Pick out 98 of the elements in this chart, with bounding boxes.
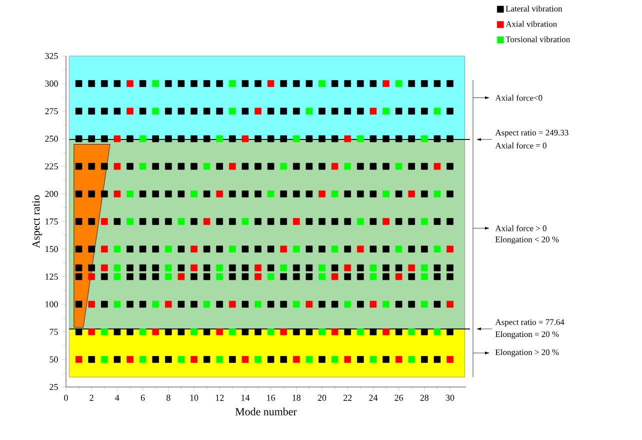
x-tick-label: 18 bbox=[292, 394, 301, 401]
point bbox=[242, 356, 249, 363]
point bbox=[446, 356, 454, 363]
x-tick-label: 4 bbox=[115, 394, 120, 401]
y-tick-label: 175 bbox=[46, 218, 58, 225]
y-tick-label: 300 bbox=[45, 80, 58, 87]
point bbox=[190, 264, 198, 272]
x-tick-label: 30 bbox=[446, 394, 454, 401]
point bbox=[357, 246, 364, 252]
x-tick-label: 26 bbox=[394, 394, 404, 401]
y-tick-label: 275 bbox=[45, 108, 58, 114]
y-tick-label: 125 bbox=[46, 274, 58, 280]
point bbox=[229, 300, 236, 308]
y-tick-label: 150 bbox=[46, 246, 58, 252]
point bbox=[88, 328, 95, 336]
text: Elongation = 20 % bbox=[495, 331, 559, 339]
text: Elongation < 20 % bbox=[495, 236, 559, 244]
x-tick-label: 8 bbox=[166, 394, 170, 401]
x-tick-label: 22 bbox=[344, 394, 352, 401]
point bbox=[331, 328, 338, 336]
point bbox=[178, 273, 185, 280]
x-tick-label: 10 bbox=[190, 394, 198, 401]
point bbox=[216, 190, 223, 198]
y-tick-label: 250 bbox=[45, 136, 58, 142]
point bbox=[126, 108, 134, 115]
y-axis-title: Aspect ratio bbox=[32, 195, 42, 248]
point bbox=[101, 246, 108, 252]
band-label: Axial force > 0 bbox=[495, 225, 546, 232]
point bbox=[114, 162, 121, 170]
y-tick-label: 25 bbox=[50, 384, 58, 390]
point bbox=[203, 218, 210, 225]
point bbox=[382, 328, 390, 336]
point bbox=[75, 356, 82, 363]
point bbox=[101, 264, 108, 272]
point bbox=[344, 356, 351, 363]
point bbox=[280, 246, 287, 252]
x-tick-label: 14 bbox=[242, 394, 250, 401]
y-tick-label: 75 bbox=[50, 328, 58, 335]
point bbox=[344, 135, 351, 142]
x-tick-label: 16 bbox=[267, 394, 276, 401]
x-tick-label: 2 bbox=[90, 394, 94, 401]
point bbox=[88, 300, 95, 308]
point bbox=[267, 80, 274, 87]
point bbox=[395, 356, 402, 363]
legend-label: Lateral vibration bbox=[506, 6, 562, 12]
point bbox=[254, 273, 262, 280]
point bbox=[126, 80, 134, 87]
x-axis-title: Mode number bbox=[235, 408, 297, 416]
ref-line-label: Aspect ratio = 249.33 bbox=[495, 130, 568, 138]
point bbox=[254, 108, 262, 115]
x-tick-label: 12 bbox=[216, 394, 224, 401]
x-tick-label: 0 bbox=[64, 394, 68, 401]
text: Axial force = 0 bbox=[495, 142, 546, 149]
point bbox=[293, 218, 300, 225]
point bbox=[190, 246, 198, 252]
y-tick-label: 225 bbox=[45, 163, 58, 170]
point bbox=[318, 190, 326, 198]
point bbox=[408, 190, 415, 198]
point bbox=[254, 264, 262, 272]
legend-label: Torsional vibration bbox=[506, 36, 570, 42]
point bbox=[101, 218, 108, 225]
point bbox=[216, 328, 223, 336]
point bbox=[344, 264, 351, 272]
band-label: Elongation > 20 % bbox=[495, 349, 559, 357]
point bbox=[242, 135, 249, 142]
x-tick-label: 24 bbox=[369, 394, 378, 401]
point bbox=[446, 246, 454, 252]
y-tick-label: 200 bbox=[45, 190, 58, 197]
point bbox=[370, 300, 377, 308]
point bbox=[114, 135, 121, 142]
y-tick-label: 50 bbox=[50, 356, 58, 362]
point bbox=[126, 356, 134, 363]
point bbox=[88, 273, 95, 280]
point bbox=[190, 356, 198, 363]
ref-line-label: Aspect ratio = 77.64 bbox=[495, 319, 564, 327]
x-tick-label: 20 bbox=[318, 394, 326, 401]
legend-label: Axial vibration bbox=[506, 20, 557, 27]
x-tick-label: 28 bbox=[420, 394, 429, 401]
point bbox=[331, 273, 338, 280]
point bbox=[370, 108, 377, 115]
point bbox=[434, 162, 441, 170]
point bbox=[446, 300, 454, 308]
band-label: Axial force<0 bbox=[495, 94, 542, 101]
point bbox=[293, 356, 300, 363]
point bbox=[382, 218, 390, 225]
x-tick-label: 6 bbox=[140, 394, 145, 401]
y-tick-label: 325 bbox=[45, 52, 58, 60]
point bbox=[331, 162, 338, 170]
point bbox=[395, 273, 402, 280]
point bbox=[280, 328, 287, 336]
point bbox=[165, 300, 172, 308]
point bbox=[152, 328, 159, 336]
point bbox=[382, 80, 390, 87]
y-tick-label: 100 bbox=[46, 301, 58, 308]
point bbox=[114, 190, 121, 198]
point bbox=[229, 162, 236, 170]
point bbox=[306, 300, 313, 308]
point bbox=[408, 264, 415, 272]
